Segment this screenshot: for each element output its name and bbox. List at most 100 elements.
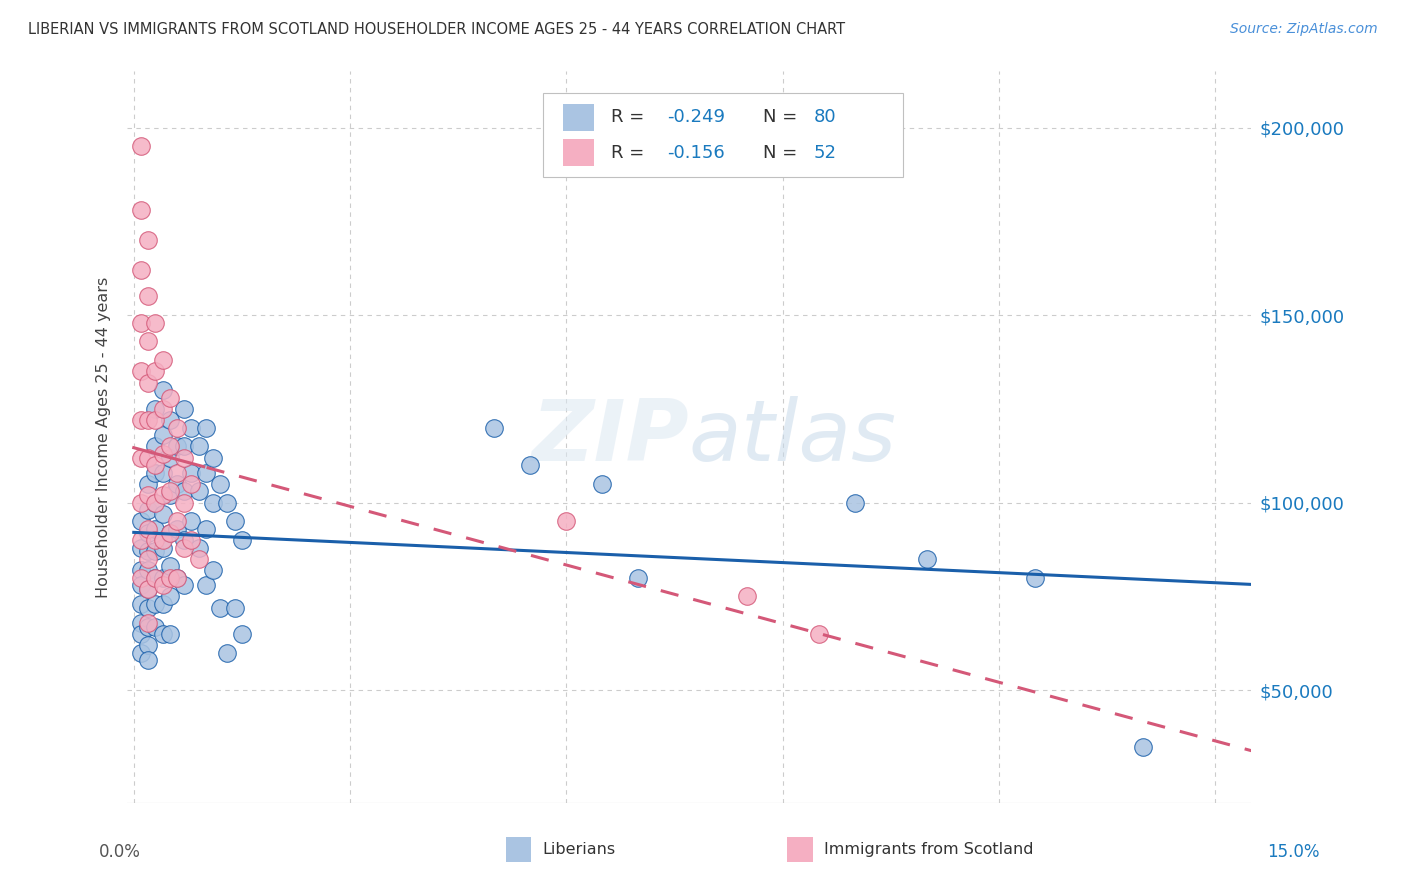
Point [136, 653, 159, 667]
Text: -0.249: -0.249 [668, 109, 725, 127]
Point [173, 541, 195, 555]
Text: Immigrants from Scotland: Immigrants from Scotland [824, 842, 1033, 856]
Point [844, 496, 866, 510]
Point [136, 600, 159, 615]
Point [129, 627, 152, 641]
Text: R =: R = [612, 109, 651, 127]
Point [173, 578, 195, 592]
Bar [787, 837, 813, 862]
Point [152, 507, 174, 521]
Point [159, 391, 181, 405]
Point [152, 627, 174, 641]
Point [194, 466, 217, 480]
Point [194, 522, 217, 536]
Point [145, 619, 167, 633]
Point [187, 440, 209, 454]
Point [136, 289, 159, 303]
Point [180, 477, 202, 491]
Point [136, 522, 159, 536]
Point [735, 590, 758, 604]
Point [187, 484, 209, 499]
Point [136, 413, 159, 427]
Point [152, 466, 174, 480]
Point [173, 450, 195, 465]
Text: Source: ZipAtlas.com: Source: ZipAtlas.com [1230, 22, 1378, 37]
Point [145, 413, 167, 427]
Point [136, 525, 159, 540]
Point [152, 447, 174, 461]
Point [129, 578, 152, 592]
Point [152, 383, 174, 397]
Point [136, 503, 159, 517]
Point [1024, 571, 1046, 585]
Point [129, 533, 152, 548]
FancyBboxPatch shape [562, 103, 595, 131]
Point [484, 420, 506, 434]
Point [217, 646, 239, 660]
Text: N =: N = [763, 144, 803, 161]
Point [129, 450, 152, 465]
Point [136, 582, 159, 596]
Point [152, 578, 174, 592]
Point [159, 525, 181, 540]
FancyBboxPatch shape [543, 94, 903, 178]
Point [166, 571, 188, 585]
Point [231, 627, 253, 641]
Point [129, 364, 152, 378]
Point [129, 571, 152, 585]
Point [187, 552, 209, 566]
Text: 52: 52 [814, 144, 837, 161]
Point [166, 440, 188, 454]
Point [136, 619, 159, 633]
Point [152, 401, 174, 416]
Point [145, 496, 167, 510]
Point [173, 401, 195, 416]
Point [136, 638, 159, 652]
Point [159, 484, 181, 499]
Point [136, 477, 159, 491]
Point [159, 525, 181, 540]
Point [180, 466, 202, 480]
Point [129, 515, 152, 529]
Point [627, 571, 650, 585]
Point [166, 477, 188, 491]
Point [129, 615, 152, 630]
Point [145, 522, 167, 536]
Point [145, 571, 167, 585]
Point [209, 477, 232, 491]
Point [202, 496, 225, 510]
Point [129, 597, 152, 611]
Point [224, 600, 246, 615]
Point [224, 515, 246, 529]
Point [129, 496, 152, 510]
Point [194, 578, 217, 592]
Point [145, 458, 167, 473]
Point [209, 600, 232, 615]
Point [145, 496, 167, 510]
Point [136, 488, 159, 502]
Point [136, 563, 159, 577]
Point [555, 515, 578, 529]
Text: Liberians: Liberians [543, 842, 616, 856]
Point [152, 541, 174, 555]
Point [1132, 739, 1154, 754]
Point [136, 334, 159, 349]
Point [187, 541, 209, 555]
Text: ZIP: ZIP [531, 395, 689, 479]
Point [129, 541, 152, 555]
Point [136, 376, 159, 390]
Text: 0.0%: 0.0% [98, 843, 141, 861]
Point [166, 515, 188, 529]
Point [231, 533, 253, 548]
Text: atlas: atlas [689, 395, 897, 479]
Point [145, 533, 167, 548]
Point [152, 597, 174, 611]
Point [166, 571, 188, 585]
Point [202, 450, 225, 465]
Point [129, 263, 152, 277]
Point [145, 440, 167, 454]
Point [129, 563, 152, 577]
Text: LIBERIAN VS IMMIGRANTS FROM SCOTLAND HOUSEHOLDER INCOME AGES 25 - 44 YEARS CORRE: LIBERIAN VS IMMIGRANTS FROM SCOTLAND HOU… [28, 22, 845, 37]
Point [159, 488, 181, 502]
Point [145, 316, 167, 330]
